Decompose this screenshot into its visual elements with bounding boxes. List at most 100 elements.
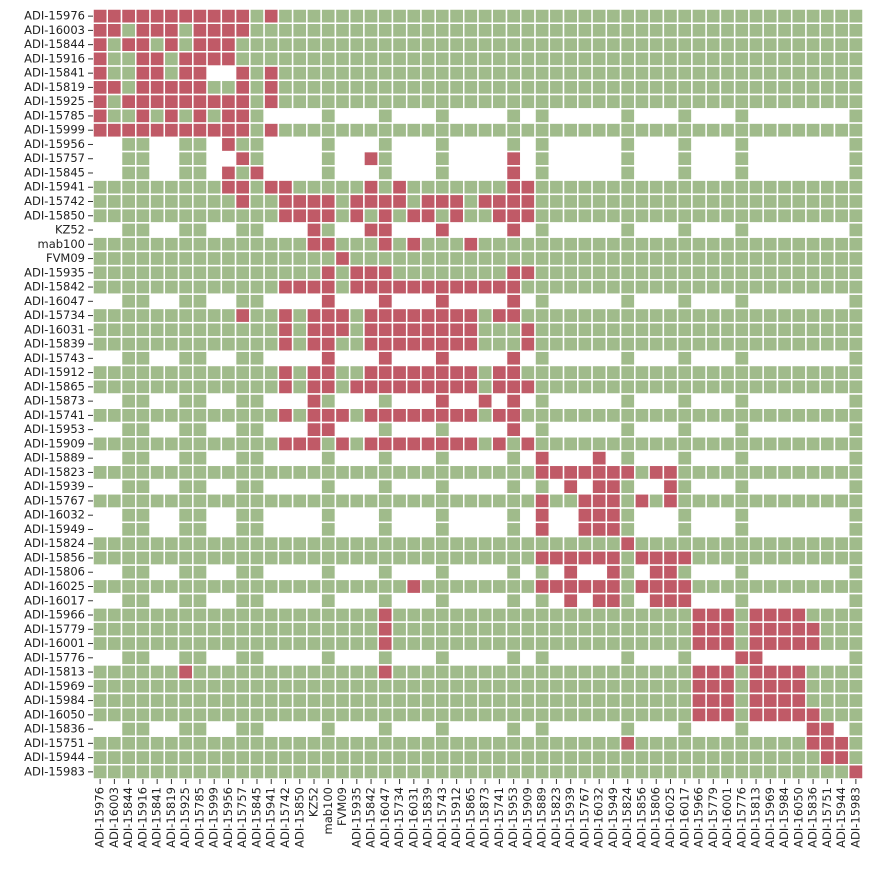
cell [491,749,508,766]
cell [192,521,208,538]
cell [534,649,551,666]
cell [334,93,351,110]
cell [505,564,522,581]
y-tick-label: ADI-15751 [24,736,85,750]
cell [491,65,508,82]
cell [520,635,536,652]
cell [634,735,650,752]
cell [562,179,579,196]
cell [705,236,722,253]
cell [605,564,622,581]
cell [520,122,536,139]
cell [420,436,436,452]
cell [477,122,494,139]
cell [705,493,722,509]
cell [92,407,109,424]
cell [320,108,337,124]
cell [363,692,379,709]
cell [847,378,864,395]
cell [691,122,707,139]
cell [805,578,821,595]
cell [192,649,208,666]
cell [505,307,522,324]
x-tick-label: ADI-15839 [421,787,435,848]
cell [562,578,579,595]
cell [434,393,451,410]
cell [377,592,394,609]
cell [662,65,679,82]
cell [206,535,223,552]
cell [334,407,351,424]
cell [377,122,394,139]
cell [491,36,508,53]
cell [163,763,180,780]
cell [377,664,394,680]
cell [520,51,536,67]
cell [377,22,394,39]
cell [405,678,422,695]
cell [220,578,237,595]
cell [120,122,137,139]
cell [277,535,294,552]
cell [691,236,707,253]
cell [149,307,166,324]
cell [648,279,665,295]
cell [448,250,465,267]
cell [177,193,194,210]
cell [847,236,864,253]
cell [648,36,665,53]
cell [733,635,750,652]
cell [591,450,608,467]
cell [120,521,137,538]
y-tick-label: ADI-16001 [24,636,85,650]
cell [776,279,793,295]
cell [676,222,693,238]
cell [562,478,579,495]
cell [748,621,764,638]
cell [847,279,864,295]
cell [847,493,864,509]
cell [520,493,536,509]
cell [149,93,166,110]
cell [462,36,479,53]
cell [619,165,636,181]
cell [676,450,693,467]
cell [719,607,736,623]
cell [405,464,422,481]
cell [719,664,736,680]
cell [819,721,836,737]
cell [448,493,465,509]
cell [277,193,294,210]
cell [462,407,479,424]
cell [733,478,750,495]
cell [705,692,722,709]
cell [206,236,223,253]
cell [135,51,151,67]
cell [192,51,208,67]
cell [577,436,593,452]
cell [676,607,693,623]
cell [334,749,351,766]
cell [163,36,180,53]
cell [177,222,194,238]
cell [805,279,821,295]
cell [120,664,137,680]
cell [249,193,265,210]
cell [691,207,707,224]
cell [562,22,579,39]
cell [805,8,821,25]
cell [733,236,750,253]
cell [135,65,151,82]
cell [562,607,579,623]
cell [648,179,665,196]
cell [291,93,308,110]
cell [149,51,166,67]
cell [291,122,308,139]
y-tick-label: ADI-15966 [24,608,85,622]
cell [548,735,565,752]
cell [847,336,864,352]
cell [135,293,151,310]
cell [135,621,151,638]
cell [149,321,166,338]
cell [377,8,394,25]
